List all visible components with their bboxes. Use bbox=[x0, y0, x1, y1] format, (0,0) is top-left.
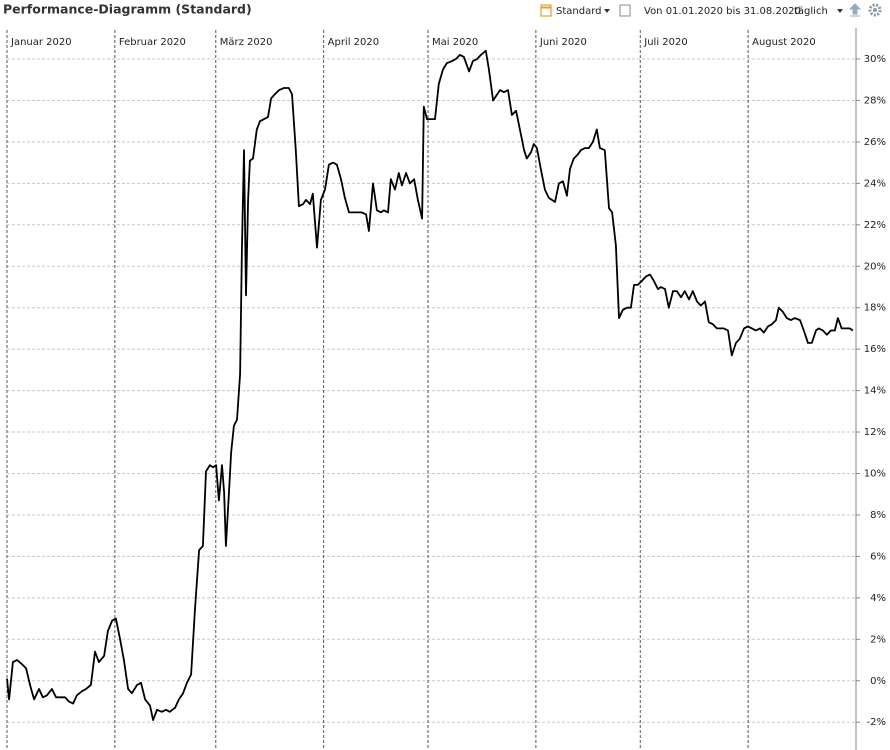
settings-button-center bbox=[873, 8, 877, 12]
view-icon bbox=[540, 4, 552, 17]
y-tick-label: 0% bbox=[870, 676, 886, 687]
plot-area: -2% 0% 2% 4% 6% 8% 10% 12% 14% 16% 18% 20% 22% 24% 26%… bbox=[6, 30, 886, 750]
y-tick-label: 24% bbox=[864, 178, 886, 189]
y-tick-label: 4% bbox=[870, 593, 886, 604]
range-select[interactable]: Von 01.01.2020 bis 31.08.2020 bbox=[644, 6, 801, 17]
x-tick-label: August 2020 bbox=[752, 37, 816, 48]
y-tick-label: 12% bbox=[864, 427, 886, 438]
y-tick-label: 2% bbox=[870, 634, 886, 645]
settings-button[interactable] bbox=[868, 3, 882, 17]
x-tick-label: Juni 2020 bbox=[539, 37, 587, 48]
y-tick-label: 30% bbox=[864, 54, 886, 65]
x-tick-label: Januar 2020 bbox=[10, 37, 72, 48]
y-tick-label: 28% bbox=[864, 95, 886, 106]
y-tick-label: -2% bbox=[867, 717, 886, 728]
x-tick-label: Mai 2020 bbox=[432, 37, 478, 48]
y-tick-label: 6% bbox=[870, 551, 886, 562]
view-dropdown-arrow[interactable] bbox=[604, 9, 610, 13]
range-icon bbox=[619, 4, 631, 17]
performance-line bbox=[6, 49, 854, 721]
chart-title: Performance-Diagramm (Standard) bbox=[3, 2, 252, 17]
x-tick-label: März 2020 bbox=[220, 37, 273, 48]
x-tick-label: April 2020 bbox=[328, 37, 379, 48]
view-select[interactable]: Standard bbox=[556, 6, 602, 17]
x-tick-label: Februar 2020 bbox=[119, 37, 186, 48]
x-tick-label: Juli 2020 bbox=[643, 37, 687, 48]
y-tick-label: 18% bbox=[864, 303, 886, 314]
y-tick-label: 8% bbox=[870, 510, 886, 521]
export-button[interactable] bbox=[848, 3, 862, 17]
y-tick-label: 16% bbox=[864, 344, 886, 355]
y-tick-label: 26% bbox=[864, 137, 886, 148]
y-tick-label: 22% bbox=[864, 220, 886, 231]
toolbar: Standard Von 01.01.2020 bis 31.08.2020 t… bbox=[540, 3, 882, 17]
interval-select[interactable]: täglich bbox=[794, 6, 828, 17]
y-tick-label: 10% bbox=[864, 469, 886, 480]
y-tick-label: 14% bbox=[864, 386, 886, 397]
y-tick-label: 20% bbox=[864, 261, 886, 272]
interval-dropdown-arrow[interactable] bbox=[837, 9, 843, 13]
